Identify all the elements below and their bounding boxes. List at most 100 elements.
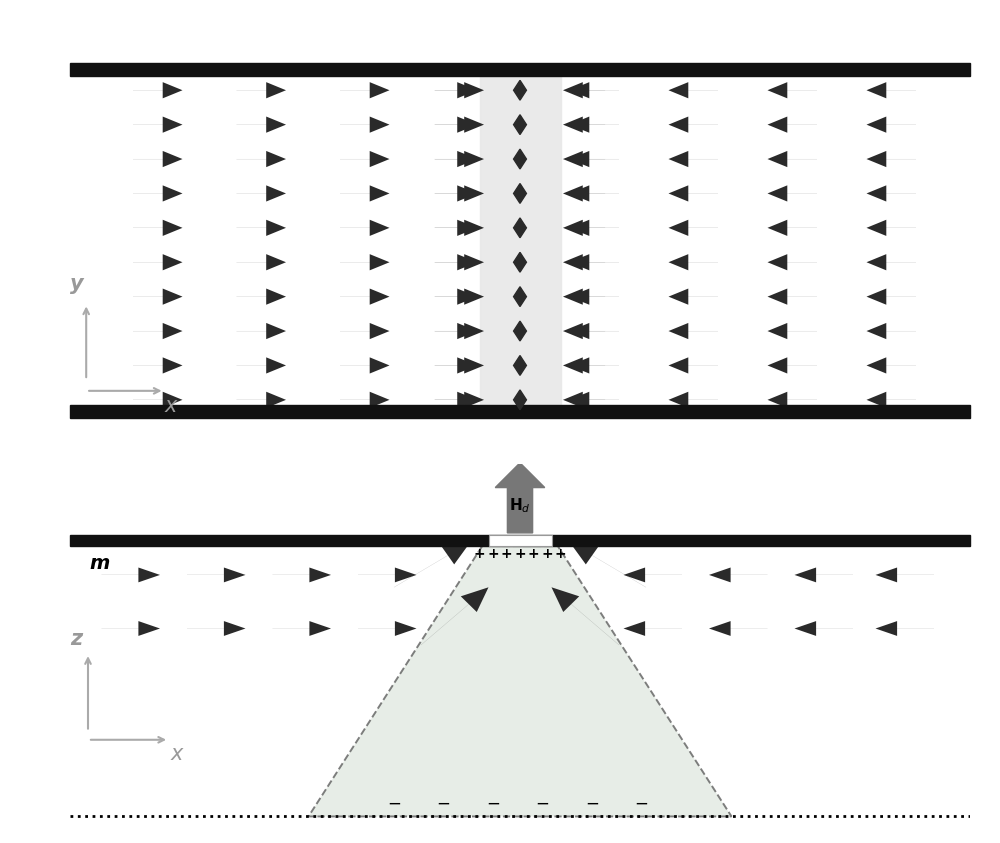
Text: +: + bbox=[514, 547, 526, 561]
FancyArrow shape bbox=[768, 357, 817, 373]
FancyArrow shape bbox=[237, 82, 286, 99]
FancyArrow shape bbox=[768, 116, 817, 132]
FancyArrow shape bbox=[358, 621, 416, 636]
FancyArrow shape bbox=[133, 151, 182, 167]
Text: z: z bbox=[70, 629, 82, 649]
FancyArrow shape bbox=[563, 185, 605, 201]
Bar bbox=[70, 63, 970, 76]
FancyArrow shape bbox=[133, 288, 182, 304]
FancyArrow shape bbox=[187, 621, 246, 636]
Polygon shape bbox=[514, 149, 526, 169]
FancyArrow shape bbox=[434, 323, 484, 339]
FancyArrow shape bbox=[394, 542, 471, 588]
FancyArrow shape bbox=[624, 567, 682, 583]
FancyArrow shape bbox=[434, 151, 484, 167]
FancyArrow shape bbox=[563, 323, 605, 339]
Text: +: + bbox=[487, 547, 499, 561]
FancyArrow shape bbox=[237, 220, 286, 236]
FancyArrow shape bbox=[237, 323, 286, 339]
FancyArrow shape bbox=[340, 392, 390, 408]
FancyArrow shape bbox=[570, 82, 619, 99]
FancyArrow shape bbox=[237, 151, 286, 167]
Polygon shape bbox=[514, 115, 526, 135]
FancyArrow shape bbox=[133, 185, 182, 201]
Text: +: + bbox=[528, 547, 539, 561]
FancyArrow shape bbox=[435, 220, 477, 236]
FancyArrow shape bbox=[709, 567, 768, 583]
Bar bbox=[70, 534, 970, 546]
FancyArrow shape bbox=[768, 220, 817, 236]
Text: +: + bbox=[555, 547, 566, 561]
Bar bbox=[480, 76, 560, 405]
FancyArrow shape bbox=[866, 254, 916, 271]
FancyArrow shape bbox=[237, 288, 286, 304]
FancyArrow shape bbox=[435, 116, 477, 132]
FancyArrow shape bbox=[434, 288, 484, 304]
FancyArrow shape bbox=[272, 567, 331, 583]
FancyArrow shape bbox=[435, 357, 477, 373]
FancyArrow shape bbox=[435, 151, 477, 167]
FancyArrow shape bbox=[563, 220, 605, 236]
FancyArrow shape bbox=[340, 185, 390, 201]
FancyArrow shape bbox=[435, 82, 477, 99]
Text: x: x bbox=[164, 396, 177, 416]
Text: −: − bbox=[585, 795, 599, 813]
Text: y: y bbox=[70, 274, 84, 294]
Polygon shape bbox=[514, 252, 526, 272]
FancyArrow shape bbox=[570, 542, 646, 588]
FancyArrow shape bbox=[768, 323, 817, 339]
Polygon shape bbox=[514, 218, 526, 238]
Polygon shape bbox=[514, 321, 526, 341]
FancyArrow shape bbox=[768, 82, 817, 99]
FancyArrow shape bbox=[570, 288, 619, 304]
FancyArrow shape bbox=[866, 185, 916, 201]
FancyArrow shape bbox=[237, 254, 286, 271]
FancyArrow shape bbox=[237, 185, 286, 201]
FancyArrow shape bbox=[340, 323, 390, 339]
FancyArrow shape bbox=[668, 357, 718, 373]
Polygon shape bbox=[514, 356, 526, 375]
FancyArrow shape bbox=[421, 588, 489, 645]
FancyArrow shape bbox=[358, 567, 416, 583]
FancyArrow shape bbox=[563, 392, 605, 408]
FancyArrow shape bbox=[133, 254, 182, 271]
Text: m: m bbox=[90, 554, 110, 573]
FancyArrow shape bbox=[768, 151, 817, 167]
FancyArrow shape bbox=[133, 220, 182, 236]
FancyArrow shape bbox=[133, 116, 182, 132]
FancyArrow shape bbox=[570, 392, 619, 408]
FancyArrow shape bbox=[133, 357, 182, 373]
FancyArrow shape bbox=[434, 220, 484, 236]
FancyArrow shape bbox=[866, 357, 916, 373]
FancyArrow shape bbox=[794, 621, 853, 636]
FancyArrow shape bbox=[866, 116, 916, 132]
FancyArrow shape bbox=[237, 357, 286, 373]
FancyArrow shape bbox=[434, 254, 484, 271]
FancyArrow shape bbox=[434, 185, 484, 201]
FancyArrow shape bbox=[624, 621, 682, 636]
FancyArrow shape bbox=[133, 392, 182, 408]
FancyArrow shape bbox=[866, 288, 916, 304]
FancyArrow shape bbox=[495, 463, 545, 533]
FancyArrow shape bbox=[434, 82, 484, 99]
FancyArrow shape bbox=[668, 254, 718, 271]
FancyArrow shape bbox=[668, 116, 718, 132]
Polygon shape bbox=[308, 546, 732, 816]
Text: +: + bbox=[501, 547, 512, 561]
FancyArrow shape bbox=[876, 621, 934, 636]
FancyArrow shape bbox=[237, 392, 286, 408]
FancyArrow shape bbox=[563, 357, 605, 373]
FancyArrow shape bbox=[434, 392, 484, 408]
FancyArrow shape bbox=[570, 185, 619, 201]
Text: −: − bbox=[486, 795, 500, 813]
Text: −: − bbox=[635, 795, 648, 813]
Text: −: − bbox=[536, 795, 549, 813]
FancyArrow shape bbox=[866, 151, 916, 167]
FancyArrow shape bbox=[563, 82, 605, 99]
FancyArrow shape bbox=[435, 185, 477, 201]
Text: −: − bbox=[387, 795, 401, 813]
Polygon shape bbox=[514, 287, 526, 307]
FancyArrow shape bbox=[866, 392, 916, 408]
Text: +: + bbox=[474, 547, 485, 561]
Text: x: x bbox=[171, 744, 183, 765]
